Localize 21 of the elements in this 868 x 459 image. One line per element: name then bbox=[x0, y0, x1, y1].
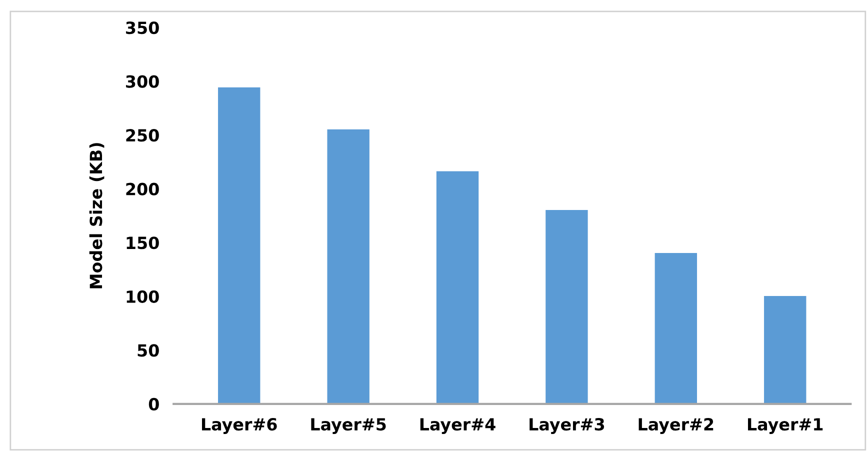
y-axis-title: Model Size (KB) bbox=[89, 143, 104, 288]
x-tick-label: Layer#3 bbox=[530, 418, 604, 434]
y-tick-label: 150 bbox=[126, 236, 159, 250]
x-tick-label: Layer#1 bbox=[748, 418, 823, 434]
y-tick-label: 50 bbox=[138, 344, 159, 357]
y-tick-label: 250 bbox=[126, 129, 159, 142]
x-tick-label: Layer#2 bbox=[638, 418, 714, 434]
x-tick-label: Layer#5 bbox=[311, 418, 386, 434]
bar bbox=[327, 129, 370, 404]
bar bbox=[764, 296, 806, 404]
x-tick-label: Layer#6 bbox=[202, 418, 277, 434]
y-tick-label: 200 bbox=[126, 182, 159, 196]
y-tick-label: 350 bbox=[126, 22, 159, 34]
y-tick-label: 300 bbox=[126, 75, 159, 88]
bar bbox=[436, 171, 479, 404]
bar bbox=[546, 210, 588, 404]
bar bbox=[654, 253, 698, 404]
bar bbox=[218, 87, 260, 404]
x-tick-label: Layer#4 bbox=[420, 418, 496, 434]
y-tick-label: 0 bbox=[148, 398, 159, 410]
y-tick-label: 100 bbox=[126, 290, 159, 303]
